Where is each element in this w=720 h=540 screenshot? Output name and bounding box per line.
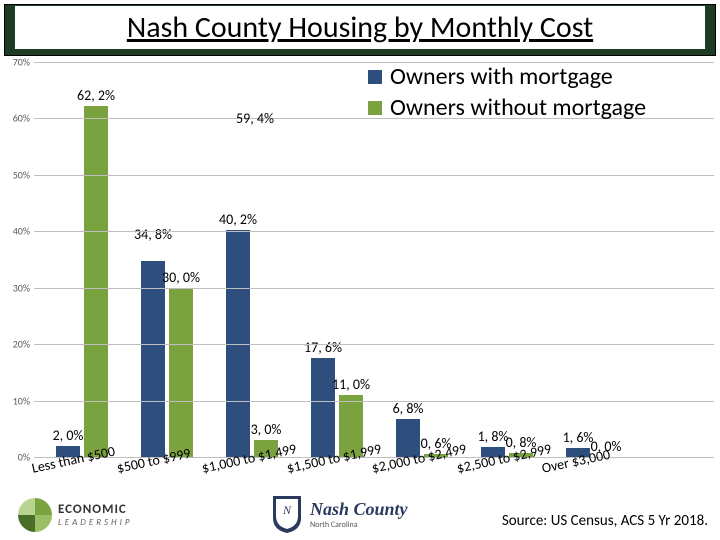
nash-line1: Nash County <box>310 499 408 520</box>
y-axis-label: 20% <box>4 338 30 351</box>
gridline <box>34 175 714 176</box>
footer: ECONOMIC LEADERSHIP N Nash County North … <box>0 486 720 540</box>
legend-swatch-0 <box>368 70 382 84</box>
bar <box>311 358 335 457</box>
legend-item-1: Owners without mortgage <box>368 93 708 122</box>
nash-badge-icon: N <box>270 494 304 534</box>
y-axis-label: 30% <box>4 281 30 294</box>
legend-label-1: Owners without mortgage <box>390 93 646 122</box>
y-axis-label: 40% <box>4 225 30 238</box>
gridline <box>34 288 714 289</box>
gridline <box>34 344 714 345</box>
nash-county-logo: N Nash County North Carolina <box>270 494 408 534</box>
economic-line2: LEADERSHIP <box>58 517 133 528</box>
data-label: 30, 0% <box>162 269 200 286</box>
legend-item-0: Owners with mortgage <box>368 62 708 91</box>
y-axis-label: 70% <box>4 56 30 69</box>
bar-group: 2, 0% 62, 2% <box>40 62 125 457</box>
legend-label-0: Owners with mortgage <box>390 62 613 91</box>
data-label: 34, 8% <box>134 226 172 243</box>
y-axis-label: 0% <box>4 451 30 464</box>
gridline <box>34 231 714 232</box>
economic-line1: ECONOMIC <box>58 502 133 517</box>
data-label: 17, 6% <box>304 339 342 356</box>
gridline <box>34 401 714 402</box>
title-bar: Nash County Housing by Monthly Cost <box>4 4 716 56</box>
data-label: 2, 0% <box>53 427 84 444</box>
legend: Owners with mortgage Owners without mort… <box>368 62 708 124</box>
data-label-extra: 59, 4% <box>236 110 274 127</box>
chart: 2, 0% 62, 2% 34, 8% 30, 0% 40, 2% 3, 0% 17, 6%… <box>0 62 720 482</box>
y-axis-label: 10% <box>4 394 30 407</box>
svg-text:N: N <box>282 503 292 517</box>
y-axis-label: 50% <box>4 168 30 181</box>
bar-group: 34, 8% 30, 0% <box>125 62 210 457</box>
page-title: Nash County Housing by Monthly Cost <box>127 9 593 46</box>
nash-line2: North Carolina <box>310 520 408 530</box>
title-inner: Nash County Housing by Monthly Cost <box>15 6 705 49</box>
pie-icon <box>18 498 52 532</box>
y-axis-label: 60% <box>4 112 30 125</box>
economic-text: ECONOMIC LEADERSHIP <box>58 502 133 528</box>
data-label: 40, 2% <box>219 211 257 228</box>
data-label: 1, 6% <box>563 429 594 446</box>
nash-text: Nash County North Carolina <box>310 499 408 530</box>
data-label: 3, 0% <box>251 421 282 438</box>
source-text: Source: US Census, ACS 5 Yr 2018. <box>502 512 708 530</box>
data-label: 6, 8% <box>393 400 424 417</box>
data-label: 11, 0% <box>332 376 370 393</box>
economic-leadership-logo: ECONOMIC LEADERSHIP <box>18 498 133 532</box>
legend-swatch-1 <box>368 101 382 115</box>
bar <box>84 106 108 457</box>
bar <box>141 261 165 457</box>
data-label: 62, 2% <box>77 87 115 104</box>
bar <box>169 288 193 457</box>
data-label: 1, 8% <box>478 428 509 445</box>
